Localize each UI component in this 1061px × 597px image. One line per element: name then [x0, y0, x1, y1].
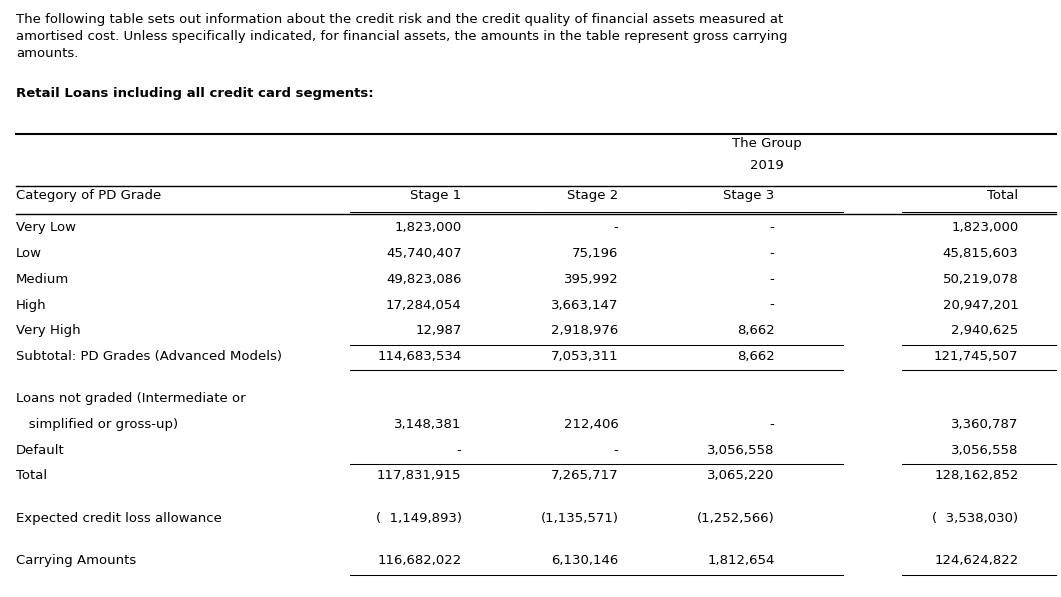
Text: 124,624,822: 124,624,822	[935, 554, 1019, 567]
Text: 212,406: 212,406	[563, 418, 619, 431]
Text: 2019: 2019	[750, 159, 783, 173]
Text: Loans not graded (Intermediate or: Loans not graded (Intermediate or	[16, 392, 245, 405]
Text: Stage 3: Stage 3	[724, 189, 775, 202]
Text: 45,815,603: 45,815,603	[943, 247, 1019, 260]
Text: High: High	[16, 298, 47, 312]
Text: -: -	[457, 444, 462, 457]
Text: Carrying Amounts: Carrying Amounts	[16, 554, 136, 567]
Text: 7,053,311: 7,053,311	[551, 350, 619, 363]
Text: 114,683,534: 114,683,534	[378, 350, 462, 363]
Text: (  3,538,030): ( 3,538,030)	[933, 512, 1019, 525]
Text: 75,196: 75,196	[572, 247, 619, 260]
Text: Total: Total	[988, 189, 1019, 202]
Text: 3,148,381: 3,148,381	[394, 418, 462, 431]
Text: 49,823,086: 49,823,086	[386, 273, 462, 286]
Text: 2,918,976: 2,918,976	[552, 324, 619, 337]
Text: 395,992: 395,992	[563, 273, 619, 286]
Text: 1,823,000: 1,823,000	[952, 221, 1019, 235]
Text: Expected credit loss allowance: Expected credit loss allowance	[16, 512, 222, 525]
Text: (1,252,566): (1,252,566)	[697, 512, 775, 525]
Text: Medium: Medium	[16, 273, 69, 286]
Text: 50,219,078: 50,219,078	[943, 273, 1019, 286]
Text: 3,065,220: 3,065,220	[707, 469, 775, 482]
Text: 7,265,717: 7,265,717	[551, 469, 619, 482]
Text: -: -	[614, 444, 619, 457]
Text: -: -	[770, 298, 775, 312]
Text: 8,662: 8,662	[736, 350, 775, 363]
Text: 45,740,407: 45,740,407	[386, 247, 462, 260]
Text: Stage 2: Stage 2	[568, 189, 619, 202]
Text: Very Low: Very Low	[16, 221, 76, 235]
Text: 1,823,000: 1,823,000	[395, 221, 462, 235]
Text: 116,682,022: 116,682,022	[378, 554, 462, 567]
Text: 8,662: 8,662	[736, 324, 775, 337]
Text: 2,940,625: 2,940,625	[952, 324, 1019, 337]
Text: 3,056,558: 3,056,558	[707, 444, 775, 457]
Text: 17,284,054: 17,284,054	[386, 298, 462, 312]
Text: 121,745,507: 121,745,507	[934, 350, 1019, 363]
Text: 12,987: 12,987	[415, 324, 462, 337]
Text: 1,812,654: 1,812,654	[707, 554, 775, 567]
Text: simplified or gross-up): simplified or gross-up)	[16, 418, 178, 431]
Text: -: -	[770, 221, 775, 235]
Text: -: -	[770, 273, 775, 286]
Text: -: -	[770, 247, 775, 260]
Text: (  1,149,893): ( 1,149,893)	[376, 512, 462, 525]
Text: The Group: The Group	[732, 137, 801, 150]
Text: Default: Default	[16, 444, 65, 457]
Text: Low: Low	[16, 247, 42, 260]
Text: 6,130,146: 6,130,146	[552, 554, 619, 567]
Text: 128,162,852: 128,162,852	[934, 469, 1019, 482]
Text: 3,056,558: 3,056,558	[951, 444, 1019, 457]
Text: -: -	[770, 418, 775, 431]
Text: 117,831,915: 117,831,915	[377, 469, 462, 482]
Text: Total: Total	[16, 469, 47, 482]
Text: Subtotal: PD Grades (Advanced Models): Subtotal: PD Grades (Advanced Models)	[16, 350, 282, 363]
Text: Retail Loans including all credit card segments:: Retail Loans including all credit card s…	[16, 87, 373, 100]
Text: 20,947,201: 20,947,201	[943, 298, 1019, 312]
Text: Stage 1: Stage 1	[411, 189, 462, 202]
Text: (1,135,571): (1,135,571)	[540, 512, 619, 525]
Text: Category of PD Grade: Category of PD Grade	[16, 189, 161, 202]
Text: Very High: Very High	[16, 324, 81, 337]
Text: 3,360,787: 3,360,787	[951, 418, 1019, 431]
Text: 3,663,147: 3,663,147	[551, 298, 619, 312]
Text: -: -	[614, 221, 619, 235]
Text: The following table sets out information about the credit risk and the credit qu: The following table sets out information…	[16, 13, 787, 60]
